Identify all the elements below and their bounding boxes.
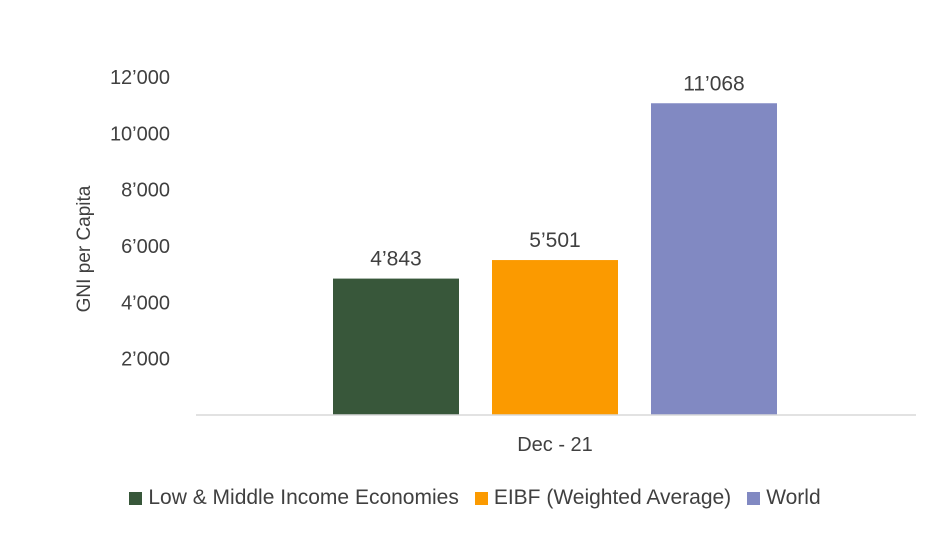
- y-tick-label: 8’000: [121, 180, 170, 202]
- bar-value-label: 11’068: [683, 72, 745, 95]
- y-tick-label: 4’000: [121, 292, 170, 314]
- category-labels: Dec - 21: [517, 434, 593, 456]
- legend-item: World: [747, 486, 821, 510]
- bar: [333, 278, 459, 415]
- bars: [333, 103, 777, 415]
- y-tick-label: 12’000: [110, 67, 170, 89]
- legend-swatch: [747, 491, 761, 505]
- bar-value-label: 4’843: [370, 248, 421, 271]
- y-axis-ticks: 2’000 4’000 6’000 8’000 10’000 12’000: [110, 67, 170, 371]
- y-axis-title: GNI per Capita: [74, 185, 95, 312]
- y-tick-label: 2’000: [121, 349, 170, 371]
- x-category-label: Dec - 21: [517, 434, 593, 456]
- bar-value-label: 5’501: [529, 229, 580, 252]
- bar: [651, 103, 777, 415]
- legend-label: EIBF (Weighted Average): [493, 486, 732, 509]
- bar-chart: 2’000 4’000 6’000 8’000 10’000 12’000 4’843 5’…: [74, 67, 916, 456]
- legend-swatch: [129, 491, 143, 505]
- legend-swatch: [474, 491, 488, 505]
- data-labels: 4’843 5’501 11’068: [370, 72, 744, 270]
- y-tick-label: 6’000: [121, 236, 170, 258]
- legend: Low & Middle Income Economies EIBF (Weigh…: [0, 486, 950, 510]
- legend-item: EIBF (Weighted Average): [474, 486, 732, 510]
- legend-label: Low & Middle Income Economies: [148, 486, 459, 509]
- y-tick-label: 10’000: [110, 123, 170, 145]
- legend-label: World: [766, 486, 821, 509]
- legend-item: Low & Middle Income Economies: [129, 486, 459, 510]
- bar: [492, 260, 618, 415]
